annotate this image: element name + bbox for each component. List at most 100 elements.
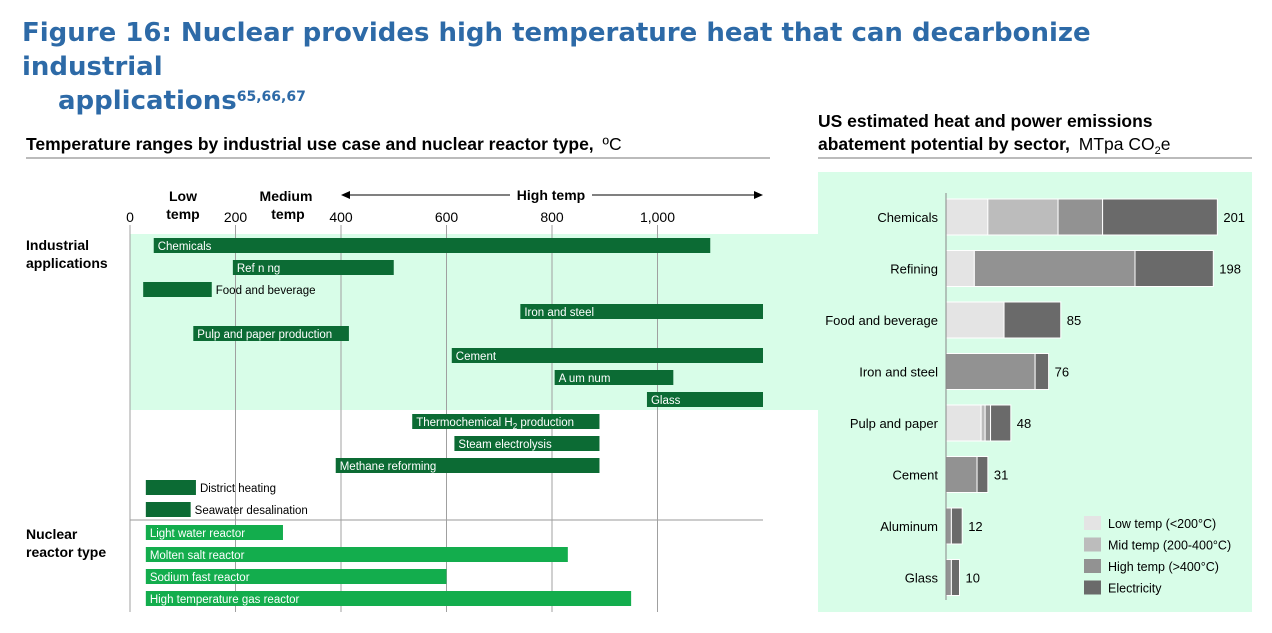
legend-label: High temp (>400°C) <box>1108 560 1219 574</box>
stacked-segment <box>945 353 1036 390</box>
stacked-segment <box>945 301 1005 339</box>
x-tick-label: 800 <box>540 209 564 225</box>
range-bar-label: Thermochemical H2 production <box>416 417 574 431</box>
range-bar-label: Seawater desalination <box>195 505 308 517</box>
stacked-segment <box>1102 198 1218 236</box>
sector-total-label: 12 <box>968 519 982 534</box>
range-bar <box>554 370 674 385</box>
range-bar-group: Seawater desalination <box>145 502 308 517</box>
left-chart-title: Temperature ranges by industrial use cas… <box>26 134 622 154</box>
range-bar <box>232 260 394 275</box>
sector-total-label: 10 <box>966 571 980 586</box>
range-bar <box>145 591 632 606</box>
range-bar-label: Molten salt reactor <box>150 550 245 562</box>
stacked-segment <box>1134 250 1214 287</box>
x-tick-label: 200 <box>224 209 248 225</box>
range-bar-group: Ref n ng <box>232 260 394 275</box>
sector-label: Iron and steel <box>859 365 938 380</box>
range-bar <box>520 304 763 319</box>
stacked-segment <box>945 198 989 236</box>
range-bar-label: Glass <box>651 395 681 407</box>
band-high-arrow <box>341 186 763 204</box>
group-industrial-label: Industrial applications <box>26 237 108 271</box>
band-high-label: High temp <box>517 187 585 203</box>
range-bar <box>193 326 349 341</box>
sector-total-label: 76 <box>1055 365 1069 380</box>
x-tick-label: 1,000 <box>640 209 675 225</box>
sector-row: Refining 198 <box>890 250 1241 287</box>
range-bar <box>145 525 283 540</box>
range-bar-group: District heating <box>145 480 276 495</box>
sector-row: Food and beverage 85 <box>825 301 1081 339</box>
x-tick-label: 400 <box>329 209 353 225</box>
range-bar-label: Sodium fast reactor <box>150 572 250 584</box>
sector-total-label: 198 <box>1219 262 1241 277</box>
right-chart-subtitle: abatement potential by sector, MTpa CO2e <box>818 134 1170 157</box>
sector-label: Refining <box>890 262 938 277</box>
range-bar-group: Methane reforming <box>335 458 600 473</box>
stacked-segment <box>945 559 952 596</box>
right-chart-title: US estimated heat and power emissions <box>818 111 1153 131</box>
range-bar-group: High temperature gas reactor <box>145 591 632 606</box>
band-medium-label: Medium temp <box>260 188 313 222</box>
sector-label: Aluminum <box>880 519 938 534</box>
sector-row: Iron and steel 76 <box>859 353 1069 390</box>
figure-title-line2: applications65,66,67 <box>58 86 306 116</box>
range-bar <box>145 547 568 562</box>
range-bar-label: A um num <box>559 373 611 385</box>
legend-swatch <box>1084 537 1101 552</box>
stacked-segment <box>990 404 1012 442</box>
sector-row: Chemicals 201 <box>877 198 1245 236</box>
sector-total-label: 85 <box>1067 313 1081 328</box>
range-bar-group: Molten salt reactor <box>145 547 568 562</box>
range-bar-group: Chemicals <box>153 238 711 253</box>
sector-total-label: 31 <box>994 468 1008 483</box>
x-tick-label: 600 <box>435 209 459 225</box>
range-bar-group: Light water reactor <box>145 525 283 540</box>
stacked-segment <box>987 198 1059 236</box>
legend-label: Low temp (<200°C) <box>1108 517 1216 531</box>
range-bar-label: District heating <box>200 483 276 495</box>
range-bar <box>145 502 191 517</box>
sector-total-label: 48 <box>1017 416 1031 431</box>
legend-swatch <box>1084 580 1101 595</box>
sector-label: Chemicals <box>877 210 938 225</box>
sector-row: Cement 31 <box>892 456 1008 493</box>
range-bar <box>412 414 600 429</box>
sector-total-label: 201 <box>1223 210 1245 225</box>
range-bar-label: Ref n ng <box>237 263 280 275</box>
range-bar <box>153 238 711 253</box>
sector-label: Pulp and paper <box>850 416 939 431</box>
temperature-axis-ticks: 0 200 400 600 800 1,000 <box>126 209 675 225</box>
emissions-stacked-bars: Chemicals 201 Refining 198 Food and beverage… <box>825 193 1245 600</box>
stacked-segment <box>1057 198 1104 236</box>
range-bar-group: Glass <box>646 392 763 407</box>
range-bar-label: High temperature gas reactor <box>150 594 300 606</box>
stacked-segment <box>1003 301 1062 339</box>
stacked-segment <box>1034 353 1050 390</box>
range-bar-group: Thermochemical H2 production <box>412 414 600 431</box>
emissions-panel <box>818 172 1252 612</box>
range-bar-label: Chemicals <box>158 241 212 253</box>
sector-label: Cement <box>892 468 938 483</box>
figure-title-references: 65,66,67 <box>236 89 306 105</box>
range-bar <box>145 480 196 495</box>
range-bar-label: Pulp and paper production <box>197 329 332 341</box>
stacked-segment <box>976 456 989 493</box>
range-bar <box>451 348 763 363</box>
temperature-range-bars: Chemicals Ref n ng Food and beverage Iron a… <box>143 238 763 606</box>
group-reactor-label: Nuclear reactor type <box>26 526 106 560</box>
range-bar <box>646 392 763 407</box>
range-bar <box>145 569 447 584</box>
range-bar-group: Food and beverage <box>143 282 316 297</box>
stacked-segment <box>950 559 961 596</box>
range-bar-group: Pulp and paper production <box>193 326 349 341</box>
stacked-segment <box>945 404 982 442</box>
sector-label: Glass <box>905 571 939 586</box>
x-tick-label: 0 <box>126 209 134 225</box>
range-bar-label: Steam electrolysis <box>458 439 552 451</box>
stacked-segment <box>950 507 963 545</box>
range-bar-label: Methane reforming <box>340 461 437 473</box>
range-bar-group: Cement <box>451 348 763 363</box>
